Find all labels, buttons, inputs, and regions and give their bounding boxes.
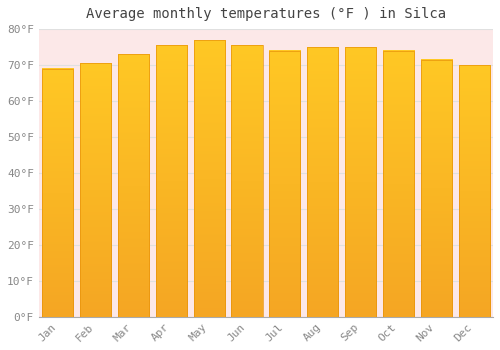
Bar (232, 45, 262, 317)
Bar (118, 54, 149, 317)
Bar (383, 51, 414, 317)
Bar (383, 51, 414, 317)
Bar (307, 47, 338, 317)
Bar (156, 45, 187, 317)
Bar (156, 45, 187, 317)
Bar (345, 47, 376, 317)
Bar (80, 63, 111, 317)
Bar (345, 47, 376, 317)
Bar (42, 69, 74, 317)
Bar (194, 40, 224, 317)
Bar (270, 51, 300, 317)
Bar (80, 63, 111, 317)
Title: Average monthly temperatures (°F ) in Silca: Average monthly temperatures (°F ) in Si… (86, 7, 446, 21)
Bar (458, 65, 490, 317)
Bar (421, 60, 452, 317)
Bar (118, 54, 149, 317)
Bar (270, 51, 300, 317)
Bar (42, 69, 74, 317)
Bar (194, 40, 224, 317)
Bar (458, 65, 490, 317)
Bar (421, 60, 452, 317)
Bar (307, 47, 338, 317)
Bar (232, 45, 262, 317)
